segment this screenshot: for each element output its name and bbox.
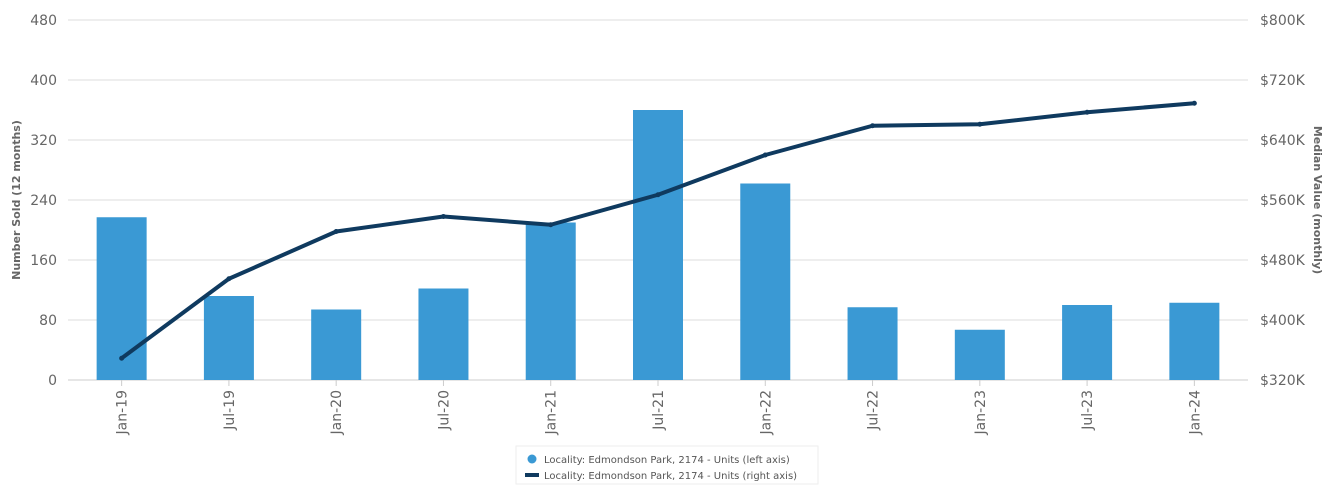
left-tick-label: 320: [30, 133, 57, 149]
left-tick-label: 480: [30, 13, 57, 29]
legend-bar-swatch: [527, 454, 537, 464]
bar: [96, 217, 147, 380]
legend-line-label: Locality: Edmondson Park, 2174 - Units (…: [544, 471, 797, 482]
line-point: [1191, 100, 1197, 106]
line-point: [1084, 109, 1090, 115]
legend-bar-label: Locality: Edmondson Park, 2174 - Units (…: [544, 455, 790, 466]
x-tick-label: Jul-23: [1080, 390, 1096, 431]
bar: [954, 329, 1005, 380]
left-tick-label: 400: [30, 73, 57, 89]
left-axis-ticks: 0 80 160 240 320 400 480: [30, 13, 57, 389]
bar: [525, 222, 576, 380]
x-tick-label: Jul-20: [436, 390, 452, 431]
x-tick-label: Jan-20: [329, 390, 345, 435]
bar: [1169, 302, 1220, 380]
line-point: [870, 123, 876, 129]
bar-series: [96, 110, 1220, 380]
x-tick-label: Jan-24: [1187, 390, 1203, 436]
right-tick-label: $480K: [1260, 253, 1306, 269]
left-tick-label: 160: [30, 253, 57, 269]
right-tick-label: $640K: [1260, 133, 1306, 149]
right-tick-label: $320K: [1260, 373, 1306, 389]
x-tick-label: Jul-21: [651, 390, 667, 431]
x-tick-label: Jan-19: [115, 390, 131, 435]
left-tick-label: 0: [48, 373, 57, 389]
line-point: [977, 121, 983, 127]
bar: [311, 309, 362, 380]
right-tick-label: $400K: [1260, 313, 1306, 329]
line-point: [548, 222, 554, 228]
line-series: [119, 100, 1197, 361]
left-axis-title: Number Sold (12 months): [10, 120, 23, 280]
x-tick-label: Jan-22: [758, 390, 774, 435]
left-tick-label: 240: [30, 193, 57, 209]
bar: [740, 183, 791, 380]
right-tick-label: $560K: [1260, 193, 1306, 209]
right-tick-label: $720K: [1260, 73, 1306, 89]
right-tick-label: $800K: [1260, 13, 1306, 29]
bar: [633, 110, 683, 380]
line-point: [440, 214, 446, 219]
x-tick-label: Jan-21: [544, 390, 560, 435]
x-tick-label: Jan-23: [973, 390, 989, 435]
bar: [847, 307, 898, 380]
right-axis-title: Median Value (monthly): [1311, 126, 1324, 274]
bar: [418, 288, 469, 380]
bar: [1062, 305, 1113, 380]
line-point: [762, 152, 768, 158]
x-tick-label: Jul-19: [222, 390, 238, 431]
x-tick-label: Jul-22: [866, 390, 882, 431]
line-point: [119, 355, 125, 361]
legend-box: [515, 445, 819, 485]
x-axis-ticks: Jan-19 Jul-19 Jan-20 Jul-20 Jan-21 Jul-21 Jan-…: [115, 380, 1203, 436]
line-point: [655, 192, 661, 198]
right-axis-ticks: $320K $400K $480K $560K $640K $720K $800K: [1260, 13, 1306, 389]
legend: Locality: Edmondson Park, 2174 - Units (…: [515, 445, 819, 485]
line-point: [333, 229, 339, 234]
line-point: [226, 276, 232, 282]
bar: [203, 296, 254, 380]
left-tick-label: 80: [39, 313, 57, 329]
